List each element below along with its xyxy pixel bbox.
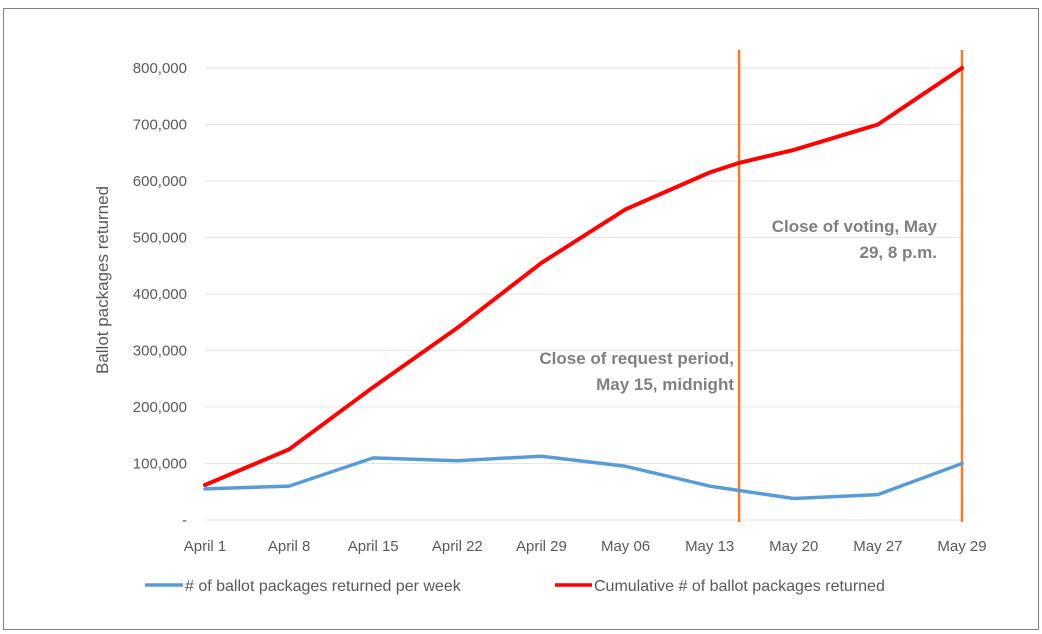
x-tick-label: April 1 xyxy=(184,538,227,555)
annotations: Close of request period, May 15, midnight… xyxy=(539,217,937,394)
y-tick-label: 300,000 xyxy=(133,343,187,360)
x-tick-label: April 15 xyxy=(348,538,399,555)
y-tick-label: - xyxy=(182,512,187,529)
x-tick-label: May 13 xyxy=(685,538,734,555)
annotation-text: Close of voting, May xyxy=(772,217,938,236)
series-lines xyxy=(203,66,964,501)
legend-label: # of ballot packages returned per week xyxy=(185,578,462,595)
x-tick-label: May 20 xyxy=(769,538,818,555)
legend-label: Cumulative # of ballot packages returned xyxy=(594,578,885,595)
y-tick-label: 100,000 xyxy=(133,456,187,473)
series-line-cumulative xyxy=(203,66,964,487)
y-tick-label: 200,000 xyxy=(133,399,187,416)
x-tick-label: April 22 xyxy=(432,538,483,555)
x-tick-label: April 29 xyxy=(516,538,567,555)
annotation-text: 29, 8 p.m. xyxy=(860,243,937,262)
series-line-weekly xyxy=(203,454,964,501)
annotation-text: May 15, midnight xyxy=(596,375,734,394)
y-axis-ticks: - 100,000 200,000 300,000 400,000 500,000 600,… xyxy=(133,60,187,529)
gridlines xyxy=(205,67,962,521)
chart-frame xyxy=(3,8,1039,630)
x-tick-label: May 29 xyxy=(937,538,986,555)
x-axis-ticks: April 1 April 8 April 15 April 22 April 29 Ma… xyxy=(184,538,987,555)
event-markers xyxy=(737,50,964,522)
y-axis-label: Ballot packages returned xyxy=(93,186,112,374)
y-tick-label: 500,000 xyxy=(133,230,187,247)
x-tick-label: May 06 xyxy=(601,538,650,555)
y-tick-label: 400,000 xyxy=(133,286,187,303)
y-tick-label: 600,000 xyxy=(133,173,187,190)
annotation-text: Close of request period, xyxy=(539,349,734,368)
y-tick-label: 700,000 xyxy=(133,117,187,134)
y-tick-label: 800,000 xyxy=(133,60,187,77)
x-tick-label: April 8 xyxy=(268,538,311,555)
legend: # of ballot packages returned per week Cu… xyxy=(145,578,885,595)
x-tick-label: May 27 xyxy=(853,538,902,555)
